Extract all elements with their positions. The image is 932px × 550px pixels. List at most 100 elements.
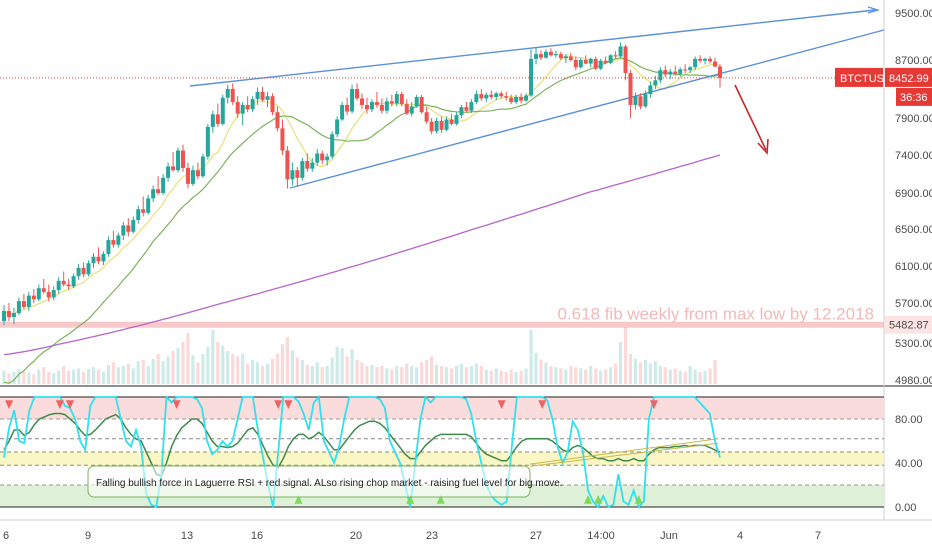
time-tick-label: 7 (815, 530, 821, 542)
candle-body (200, 156, 205, 177)
candle-body (623, 46, 628, 74)
candle-body (320, 153, 325, 161)
volume-bar (275, 354, 280, 384)
volume-bar (599, 370, 603, 384)
candle-body (494, 93, 499, 97)
candle-body (519, 96, 524, 101)
candle-body (573, 60, 578, 68)
annotation-text: Falling bullish force in Laguerre RSI + … (96, 478, 563, 489)
volume-bar (300, 360, 304, 384)
volume-bar (410, 366, 414, 384)
volume-bar (454, 366, 459, 384)
candle-body (156, 189, 161, 193)
candle-body (101, 253, 106, 262)
volume-bar (22, 371, 26, 384)
time-tick-label: 9 (85, 530, 91, 542)
volume-bar (464, 367, 469, 384)
candle-body (558, 54, 563, 59)
candles (2, 42, 722, 325)
price-tick-label: 7400.00 (895, 150, 932, 162)
candle-body (389, 101, 394, 104)
candle-body (81, 267, 86, 275)
candle-body (464, 107, 469, 111)
candle-body (205, 126, 210, 157)
candle-body (374, 102, 379, 105)
volume-bar (72, 369, 76, 384)
volume-bar (509, 369, 513, 384)
volume-bar (166, 356, 170, 384)
candle-body (653, 80, 658, 86)
candle-body (708, 58, 713, 62)
candle-body (364, 104, 369, 110)
time-tick-label: 27 (530, 530, 542, 542)
volume-bar (17, 369, 21, 384)
volume-bar (255, 362, 260, 384)
candle-body (698, 58, 703, 61)
volume-bar (579, 368, 583, 384)
buy-signal-icon (406, 494, 415, 504)
candle-body (514, 96, 519, 103)
volume-bar (415, 367, 419, 384)
volume-bar (653, 361, 657, 384)
fib-price-badge (885, 315, 932, 334)
time-tick-label: 14:00 (587, 530, 615, 542)
candle-body (41, 288, 46, 292)
candle-body (215, 114, 220, 124)
volume-bar (221, 345, 225, 384)
volume-bar (658, 366, 662, 384)
volume-bar (206, 346, 210, 384)
volume-bar (246, 363, 250, 384)
candle-body (419, 96, 424, 113)
buy-signal-icon (583, 494, 592, 504)
volume-bar (459, 363, 464, 384)
volume-bar (618, 342, 623, 384)
volume-bar (106, 364, 111, 384)
candle-body (151, 189, 156, 199)
candle-body (369, 102, 374, 110)
volume-bar (628, 354, 633, 384)
volume-bar (91, 367, 96, 384)
countdown-label: 36:36 (900, 92, 928, 104)
candle-body (305, 161, 310, 169)
trendline-arrow-icon (867, 6, 881, 14)
volume-bar (231, 354, 235, 384)
sell-signal-icon (497, 400, 506, 410)
volume-bar (146, 366, 150, 384)
volume-bar (683, 372, 687, 384)
candle-body (280, 128, 285, 151)
candle-body (131, 220, 136, 232)
candle-body (240, 104, 245, 114)
volume-bar (405, 363, 409, 384)
candle-body (121, 225, 126, 236)
volume-bar (310, 366, 314, 384)
volume-bar (469, 366, 473, 384)
candle-body (310, 162, 315, 169)
price-tick-label: 5700.00 (895, 298, 932, 310)
buy-signal-icon (594, 494, 603, 504)
candle-body (220, 97, 225, 124)
candle-body (414, 96, 419, 107)
volume-bar (444, 367, 449, 384)
candle-body (439, 120, 444, 130)
volume-bar (375, 367, 379, 384)
candle-body (628, 73, 633, 105)
volume-bar (32, 374, 36, 384)
volume-bar (201, 354, 205, 384)
candle-body (166, 166, 171, 178)
buy-signal-icon (294, 494, 303, 504)
candle-body (394, 94, 399, 104)
volume-bar (370, 364, 374, 384)
candle-body (688, 67, 693, 71)
volume-bar (499, 370, 503, 384)
volume-bar (27, 372, 31, 384)
volume-bar (638, 362, 643, 384)
volume-bar (539, 360, 543, 384)
lower-trendline (289, 29, 885, 189)
volume-bar (161, 361, 165, 384)
volume-bar (67, 370, 71, 384)
volume-bar (47, 372, 51, 384)
candle-body (409, 106, 414, 114)
candle-body (603, 60, 608, 63)
volume-bar (648, 363, 652, 384)
